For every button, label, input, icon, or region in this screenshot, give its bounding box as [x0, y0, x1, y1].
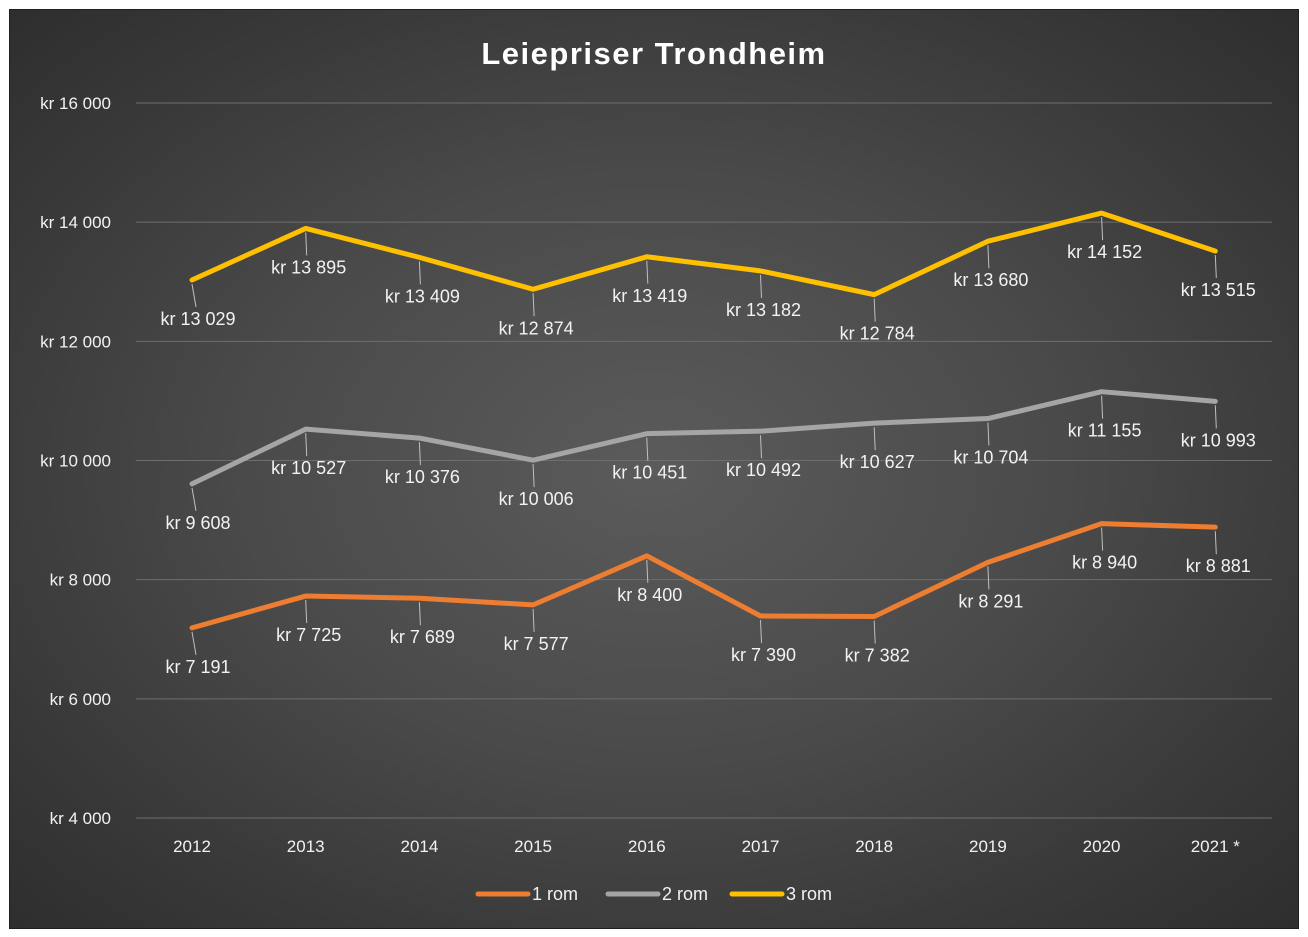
data-label: kr 7 382: [845, 645, 910, 665]
data-label: kr 7 725: [276, 625, 341, 645]
data-label: kr 11 155: [1068, 421, 1142, 441]
data-label: kr 7 390: [731, 645, 796, 665]
data-label: kr 10 376: [385, 467, 460, 487]
y-tick-label: kr 14 000: [40, 213, 111, 232]
series-lines: [189, 210, 1218, 631]
data-label: kr 10 627: [840, 452, 915, 472]
data-label: kr 12 784: [840, 324, 915, 344]
series-line-3-rom: [189, 210, 1218, 298]
leader-line: [305, 433, 308, 457]
data-label: kr 8 940: [1072, 553, 1137, 573]
leader-line: [1101, 395, 1104, 419]
y-tick-label: kr 8 000: [50, 571, 111, 590]
data-label: kr 8 291: [958, 591, 1023, 611]
x-tick-label: 2013: [287, 837, 325, 856]
data-label: kr 13 895: [271, 257, 346, 277]
leader-line: [532, 464, 535, 488]
legend-label: 3 rom: [786, 884, 832, 904]
leader-line: [873, 298, 876, 322]
x-tick-label: 2021 *: [1191, 837, 1241, 856]
x-tick-label: 2018: [855, 837, 893, 856]
y-tick-label: kr 10 000: [40, 452, 111, 471]
data-label: kr 10 704: [953, 448, 1028, 468]
leader-line: [191, 631, 197, 655]
legend-label: 2 rom: [662, 884, 708, 904]
leader-line: [418, 261, 421, 285]
y-tick-label: kr 6 000: [50, 690, 111, 709]
leader-line: [418, 442, 421, 466]
data-label: kr 7 191: [165, 657, 230, 677]
leader-line: [873, 427, 876, 451]
leader-line: [1214, 405, 1217, 429]
series-line-1-rom: [189, 521, 1218, 631]
leader-line: [532, 608, 535, 632]
legend-label: 1 rom: [532, 884, 578, 904]
leader-line: [987, 422, 990, 446]
leader-line: [1214, 255, 1217, 279]
series-line-2-rom: [189, 389, 1218, 487]
leader-line: [532, 293, 535, 317]
data-label: kr 8 400: [617, 585, 682, 605]
data-label: kr 13 419: [612, 286, 687, 306]
x-axis: 2012 2013 2014 2015 2016 2017 2018 2019 2020 2021…: [173, 837, 1240, 856]
data-label: kr 7 577: [504, 634, 569, 654]
leader-line: [305, 600, 308, 624]
leader-line: [191, 487, 197, 511]
y-tick-label: kr 12 000: [40, 332, 111, 351]
leader-line: [646, 260, 649, 284]
x-tick-label: 2015: [514, 837, 552, 856]
leader-line: [305, 232, 308, 256]
data-label: kr 9 608: [165, 513, 230, 533]
leader-line: [191, 283, 197, 308]
data-label: kr 13 029: [160, 309, 235, 329]
leader-line: [646, 559, 649, 583]
data-labels: kr 7 191 kr 7 725 kr 7 689 kr 7 577 kr 8 400…: [160, 217, 1256, 677]
data-label: kr 13 409: [385, 286, 460, 306]
y-tick-label: kr 4 000: [50, 809, 111, 828]
x-tick-label: 2012: [173, 837, 211, 856]
data-label: kr 10 527: [271, 458, 346, 478]
data-label: kr 13 515: [1181, 280, 1256, 300]
x-tick-label: 2020: [1083, 837, 1121, 856]
leader-line: [760, 619, 762, 644]
leader-line: [987, 566, 990, 590]
data-label: kr 13 182: [726, 300, 801, 320]
data-label: kr 10 006: [499, 489, 574, 509]
gridlines: [136, 102, 1272, 819]
y-axis: kr 4 000 kr 6 000 kr 8 000 kr 10 000 kr 12 0…: [40, 94, 111, 828]
leader-line: [987, 245, 990, 269]
leader-line: [1101, 527, 1104, 551]
leader-line: [1101, 217, 1104, 241]
x-tick-label: 2016: [628, 837, 666, 856]
leader-line: [760, 274, 762, 298]
leader-line: [760, 435, 762, 459]
legend: 1 rom 2 rom 3 rom: [475, 884, 832, 904]
x-tick-label: 2017: [742, 837, 780, 856]
chart-title: Leiepriser Trondheim: [481, 36, 826, 71]
data-label: kr 14 152: [1067, 242, 1142, 262]
leader-line: [1214, 531, 1217, 555]
data-label: kr 7 689: [390, 627, 455, 647]
data-label: kr 13 680: [953, 270, 1028, 290]
data-label: kr 10 993: [1181, 430, 1256, 450]
x-tick-label: 2019: [969, 837, 1007, 856]
leader-line: [873, 620, 876, 644]
data-label: kr 10 451: [612, 463, 687, 483]
leader-line: [418, 602, 421, 626]
data-label: kr 12 874: [499, 318, 574, 338]
data-label: kr 10 492: [726, 460, 801, 480]
y-tick-label: kr 16 000: [40, 94, 111, 113]
data-label: kr 8 881: [1186, 556, 1251, 576]
leader-line: [646, 437, 649, 461]
x-tick-label: 2014: [400, 837, 438, 856]
